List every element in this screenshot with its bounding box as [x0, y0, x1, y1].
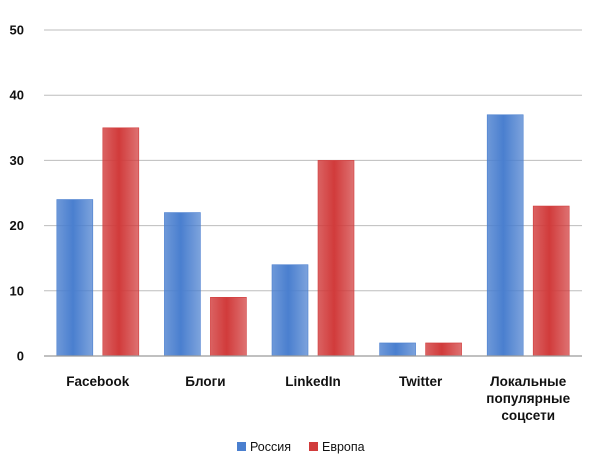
y-tick-label-20: 20 — [10, 218, 24, 233]
legend: Россия Европа — [237, 440, 365, 454]
y-tick-label-30: 30 — [10, 153, 24, 168]
bar-блоги-европа — [210, 297, 247, 357]
y-tick-label-40: 40 — [10, 88, 24, 103]
bar-блоги-россия — [164, 212, 201, 357]
x-axis-labels: Facebook Блоги LinkedIn Twitter Локальные поп… — [66, 374, 570, 423]
y-tick-label-0: 0 — [17, 349, 24, 364]
bar-локальные-европа — [532, 205, 570, 357]
bar-facebook-россия — [56, 199, 94, 357]
x-tick-label-локальные: Локальные популярные соцсети — [486, 374, 570, 423]
legend-label-европа: Европа — [322, 440, 365, 454]
legend-swatch-россия — [237, 442, 246, 451]
bars — [56, 114, 570, 357]
bar-linkedin-россия — [271, 264, 309, 357]
x-tick-label-linkedin: LinkedIn — [285, 374, 341, 389]
y-tick-label-10: 10 — [10, 283, 24, 298]
x-tick-label-facebook: Facebook — [66, 374, 130, 389]
y-axis-ticks: 0 10 20 30 40 50 — [10, 23, 24, 364]
bar-facebook-европа — [102, 127, 140, 357]
x-tick-label-блоги: Блоги — [185, 374, 225, 389]
legend-label-россия: Россия — [250, 440, 291, 454]
legend-swatch-европа — [309, 442, 318, 451]
bar-linkedin-европа — [317, 160, 355, 357]
bar-twitter-россия — [379, 342, 416, 357]
y-tick-label-50: 50 — [10, 23, 24, 38]
x-tick-label-twitter: Twitter — [399, 374, 443, 389]
bar-локальные-россия — [486, 114, 524, 357]
bar-twitter-европа — [425, 342, 462, 357]
